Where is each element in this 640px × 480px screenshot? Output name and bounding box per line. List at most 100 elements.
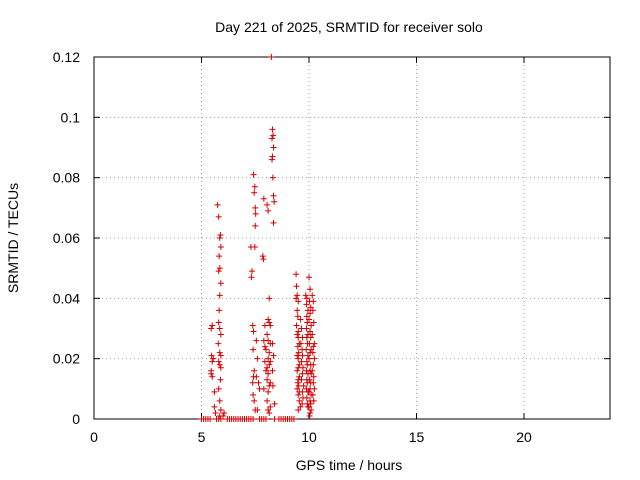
data-point: [216, 292, 223, 299]
data-point: [214, 201, 221, 208]
data-point: [215, 340, 222, 347]
data-point: [267, 358, 274, 365]
data-point: [216, 325, 223, 332]
data-point: [302, 292, 309, 299]
data-point: [269, 135, 276, 142]
y-tick-label: 0.1: [61, 109, 81, 125]
data-point: [264, 397, 271, 404]
data-point: [255, 379, 262, 386]
x-tick-label: 0: [90, 429, 98, 445]
data-point: [270, 132, 277, 139]
data-point: [250, 328, 257, 335]
data-point: [207, 416, 214, 422]
data-point: [297, 403, 304, 410]
y-tick-label: 0.04: [53, 290, 80, 306]
data-point: [217, 352, 224, 359]
data-point: [295, 349, 302, 356]
data-point: [295, 328, 302, 335]
data-point: [269, 126, 276, 133]
data-point: [294, 313, 301, 320]
data-point: [308, 346, 315, 353]
data-point: [265, 337, 272, 344]
data-point: [297, 316, 304, 323]
data-point: [293, 322, 300, 329]
data-point: [299, 352, 306, 359]
data-point: [264, 201, 271, 208]
data-point: [216, 235, 223, 241]
data-point: [310, 319, 317, 326]
y-axis-label: SRMTID / TECUs: [5, 183, 21, 293]
data-point: [216, 265, 223, 272]
data-point: [309, 307, 316, 314]
data-point: [294, 292, 301, 299]
data-point: [252, 204, 259, 211]
data-point: [251, 244, 258, 251]
data-point: [295, 355, 302, 362]
data-point: [311, 355, 318, 362]
data-point: [215, 358, 222, 365]
data-point: [310, 397, 317, 404]
x-tick-labels: 0 5 10 15 20: [90, 429, 532, 445]
data-point: [217, 331, 224, 338]
y-tick-label: 0: [72, 411, 80, 427]
data-point: [212, 409, 219, 416]
data-point: [306, 355, 312, 362]
data-point: [265, 388, 272, 395]
data-point: [268, 54, 275, 60]
data-point: [211, 388, 218, 395]
data-point: [252, 210, 259, 217]
data-point: [251, 189, 258, 196]
data-point: [309, 331, 316, 338]
data-point: [298, 376, 305, 383]
data-point: [266, 319, 273, 326]
data-point: [260, 195, 267, 202]
data-point: [299, 400, 306, 407]
data-point: [307, 334, 314, 341]
data-point: [310, 343, 317, 350]
data-points: [198, 54, 318, 422]
data-point: [294, 367, 301, 374]
data-point: [294, 385, 301, 392]
data-point: [253, 337, 260, 344]
data-point: [299, 370, 306, 377]
x-tick-label: 10: [301, 429, 317, 445]
data-point: [307, 400, 314, 407]
data-point: [308, 322, 315, 329]
data-point: [295, 406, 302, 413]
data-point: [311, 340, 318, 347]
data-point: [265, 406, 272, 413]
y-tick-label: 0.06: [53, 230, 80, 246]
data-point: [217, 406, 224, 413]
chart-title: Day 221 of 2025, SRMTID for receiver sol…: [215, 19, 483, 35]
data-point: [267, 403, 274, 410]
y-tick-label: 0.08: [53, 170, 80, 186]
data-point: [264, 331, 271, 338]
data-point: [265, 207, 272, 214]
data-point: [309, 292, 316, 299]
data-point: [263, 346, 269, 353]
data-point: [294, 379, 301, 386]
data-point: [306, 376, 313, 383]
data-point: [261, 358, 268, 365]
data-point: [306, 412, 313, 419]
data-point: [217, 416, 224, 422]
data-point: [306, 316, 312, 323]
data-point: [250, 346, 257, 353]
data-point: [264, 364, 271, 371]
data-point: [269, 174, 276, 181]
data-point: [297, 340, 304, 347]
data-point: [304, 352, 311, 359]
data-point: [209, 322, 216, 329]
data-point: [249, 322, 256, 329]
data-point: [208, 352, 215, 359]
data-point: [296, 397, 303, 404]
data-point: [266, 295, 273, 302]
data-point: [294, 352, 301, 359]
data-point: [294, 343, 301, 350]
data-point: [254, 355, 261, 362]
data-point: [306, 403, 312, 410]
x-tick-label: 15: [409, 429, 425, 445]
x-axis-label: GPS time / hours: [296, 457, 403, 473]
data-point: [307, 310, 314, 317]
data-point: [310, 361, 317, 368]
